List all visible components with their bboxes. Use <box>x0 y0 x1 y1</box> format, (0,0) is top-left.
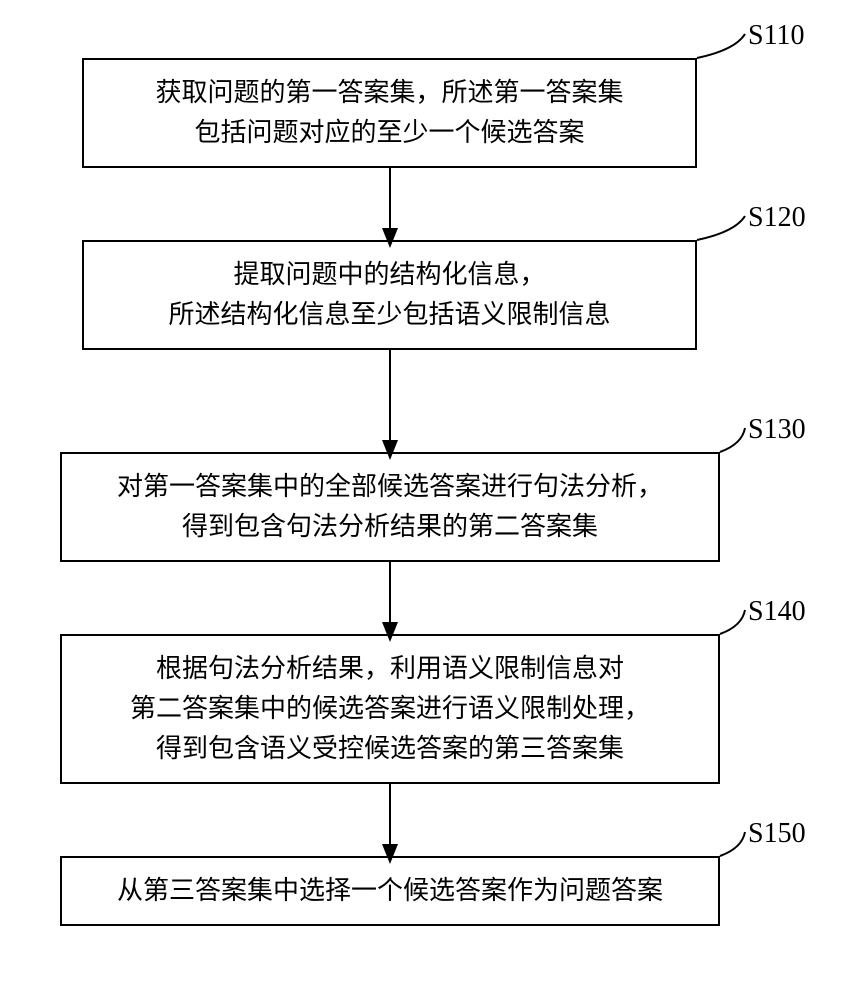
step-label-s140: S140 <box>748 596 806 628</box>
step-box-s110: 获取问题的第一答案集，所述第一答案集 包括问题对应的至少一个候选答案 <box>82 58 697 168</box>
leader-s130 <box>720 428 745 452</box>
step-text-s120: 提取问题中的结构化信息， 所述结构化信息至少包括语义限制信息 <box>168 255 610 336</box>
step-box-s120: 提取问题中的结构化信息， 所述结构化信息至少包括语义限制信息 <box>82 240 697 350</box>
leader-s150 <box>720 832 745 856</box>
step-label-s110: S110 <box>748 20 805 52</box>
step-box-s150: 从第三答案集中选择一个候选答案作为问题答案 <box>60 856 720 926</box>
step-label-s130: S130 <box>748 414 806 446</box>
step-text-s140: 根据句法分析结果，利用语义限制信息对 第二答案集中的候选答案进行语义限制处理， … <box>130 649 650 770</box>
flowchart-canvas: 获取问题的第一答案集，所述第一答案集 包括问题对应的至少一个候选答案 S110 … <box>0 0 855 1000</box>
step-label-s120: S120 <box>748 202 806 234</box>
step-text-s110: 获取问题的第一答案集，所述第一答案集 包括问题对应的至少一个候选答案 <box>155 73 623 154</box>
leader-s120 <box>697 216 745 240</box>
step-box-s140: 根据句法分析结果，利用语义限制信息对 第二答案集中的候选答案进行语义限制处理， … <box>60 634 720 784</box>
leader-s140 <box>720 610 745 634</box>
step-box-s130: 对第一答案集中的全部候选答案进行句法分析， 得到包含句法分析结果的第二答案集 <box>60 452 720 562</box>
step-label-s150: S150 <box>748 818 806 850</box>
step-text-s130: 对第一答案集中的全部候选答案进行句法分析， 得到包含句法分析结果的第二答案集 <box>117 467 663 548</box>
step-text-s150: 从第三答案集中选择一个候选答案作为问题答案 <box>117 871 663 911</box>
leader-s110 <box>697 34 745 58</box>
